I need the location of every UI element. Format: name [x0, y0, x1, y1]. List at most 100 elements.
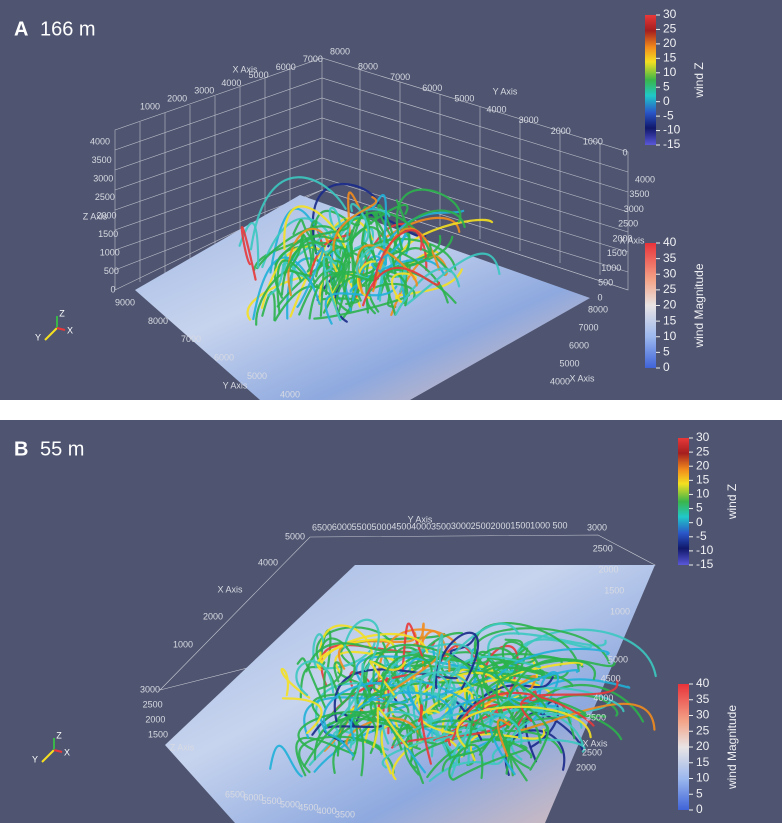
- axis-tick-label: 5500: [262, 796, 282, 806]
- axis-tick-label: 500: [598, 278, 613, 288]
- streamline: [349, 258, 446, 293]
- axis-tick-label: 8000: [358, 61, 378, 71]
- streamline: [379, 654, 433, 699]
- streamline: [369, 660, 407, 699]
- axis-tick-label: 3000: [624, 204, 644, 214]
- axis-tick-label: 7000: [578, 322, 598, 332]
- streamline: [507, 699, 587, 728]
- axis-tick-label: 2000: [576, 762, 596, 772]
- streamline: [450, 708, 585, 761]
- axis-tick-label: 5000: [371, 522, 391, 532]
- colorbar-tick-label: 15: [696, 755, 710, 769]
- streamline: [319, 632, 429, 668]
- colorbar-tick-label: -15: [663, 137, 681, 151]
- streamline: [395, 188, 462, 251]
- streamline: [314, 246, 350, 316]
- colorbar-tick-label: 5: [696, 786, 703, 800]
- axis-title: Y Axis: [493, 86, 518, 96]
- axis-tick-label: 6000: [569, 340, 589, 350]
- streamline: [362, 681, 491, 709]
- streamline: [261, 291, 276, 322]
- colorbar-tick-label: 5: [663, 79, 670, 93]
- axis-tick-label: 8000: [588, 304, 608, 314]
- streamline: [308, 271, 380, 320]
- streamline: [313, 717, 400, 761]
- axis-tick-label: 2000: [96, 210, 116, 220]
- axis-tick-label: 6500: [312, 522, 332, 532]
- axis-title: X Axis: [619, 235, 645, 245]
- colorbar-tick-label: 0: [696, 802, 703, 816]
- colorbar: [645, 243, 656, 368]
- streamline: [426, 738, 533, 779]
- axis-tick-label: 4000: [635, 174, 655, 184]
- streamline: [345, 717, 421, 752]
- axis-title: Y Axis: [223, 380, 248, 390]
- streamline: [377, 628, 459, 687]
- streamline: [417, 704, 433, 765]
- streamline: [332, 196, 378, 252]
- streamline: [319, 637, 356, 686]
- axis-title: X Axis: [569, 373, 595, 383]
- axis-tick-label: 8000: [330, 46, 350, 56]
- axis-tick-label: 4000: [317, 806, 337, 816]
- colorbar-tick-label: 25: [696, 444, 710, 458]
- axis-tick-label: 1000: [140, 101, 160, 111]
- axis-tick-label: 6000: [276, 62, 296, 72]
- streamline: [333, 668, 458, 723]
- streamline: [367, 716, 416, 734]
- streamline: [388, 643, 474, 686]
- axis-tick-label: 4500: [391, 522, 411, 532]
- axis-tick-label: 3000: [519, 115, 539, 125]
- panel-label: A: [14, 18, 28, 40]
- streamline: [369, 193, 388, 253]
- triad-label: Z: [56, 730, 62, 740]
- streamline: [372, 229, 423, 289]
- colorbar-tick-label: 0: [663, 360, 670, 374]
- axis-title: X Axis: [232, 64, 258, 74]
- axis-tick-label: 7000: [181, 334, 201, 344]
- colorbar-tick-label: -15: [696, 557, 714, 571]
- streamline: [269, 744, 303, 778]
- triad-axis: [41, 749, 55, 763]
- colorbar-tick-label: 10: [696, 771, 710, 785]
- axis-tick-label: 1500: [604, 585, 624, 595]
- streamline: [274, 218, 350, 266]
- streamline: [392, 648, 442, 691]
- streamline: [335, 713, 359, 761]
- height-label: 55 m: [40, 438, 84, 460]
- axis-tick-label: 5000: [285, 531, 305, 541]
- streamline: [434, 711, 494, 743]
- triad-label: Y: [32, 754, 38, 764]
- streamline: [267, 257, 291, 297]
- triad-label: X: [64, 747, 70, 757]
- streamline: [323, 231, 341, 259]
- colorbar-tick-label: -10: [696, 543, 714, 557]
- axis-tick-label: 2500: [95, 192, 115, 202]
- axis-tick-label: 5000: [559, 358, 579, 368]
- axis-tick-label: 0: [597, 292, 602, 302]
- streamline: [303, 711, 403, 768]
- axis-tick-label: 5000: [608, 654, 628, 664]
- axis-tick-label: 6000: [214, 353, 234, 363]
- streamline: [295, 660, 335, 697]
- streamline: [448, 743, 484, 781]
- axis-title: Z Axis: [83, 211, 108, 221]
- axis-tick-label: 4000: [258, 557, 278, 567]
- streamline: [487, 632, 607, 672]
- colorbar-tick-label: 30: [663, 7, 677, 21]
- axis-tick-label: 1000: [530, 521, 550, 531]
- colorbar-tick-label: 40: [696, 676, 710, 690]
- streamline: [431, 622, 520, 678]
- streamline: [246, 276, 304, 321]
- axis-tick-label: 4000: [550, 376, 570, 386]
- axis-tick-label: 1000: [583, 137, 603, 147]
- streamline: [372, 706, 409, 749]
- colorbar-title: wind Z: [725, 484, 739, 520]
- colorbar-tick-label: 15: [663, 51, 677, 65]
- axis-tick-label: 1500: [98, 229, 118, 239]
- axis-tick-label: 2000: [145, 714, 165, 724]
- colorbar-tick-label: 10: [696, 487, 710, 501]
- axis-tick-label: 3000: [93, 173, 113, 183]
- streamline: [255, 270, 302, 326]
